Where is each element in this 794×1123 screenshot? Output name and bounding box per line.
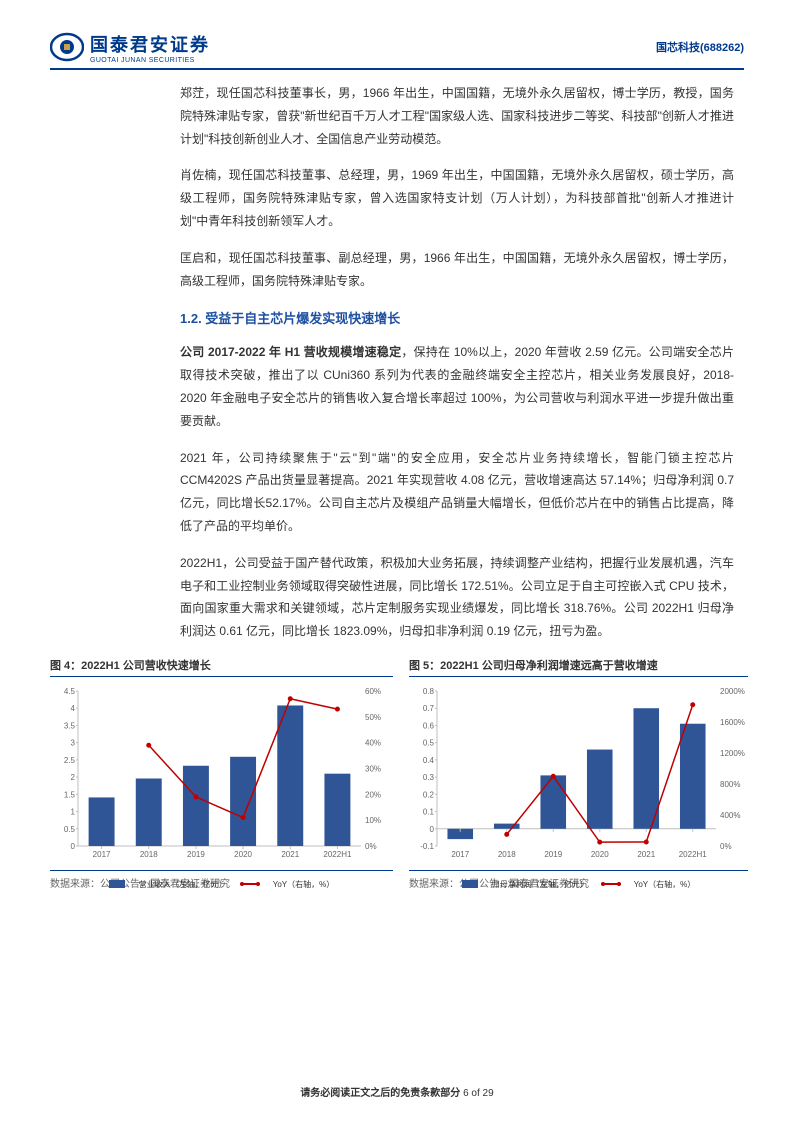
svg-text:2.5: 2.5 <box>64 756 76 765</box>
logo-text: 国泰君安证券 GUOTAI JUNAN SECURITIES <box>90 31 210 64</box>
svg-text:2019: 2019 <box>544 850 562 859</box>
logo-icon <box>50 30 84 64</box>
paragraph: 郑茳，现任国芯科技董事长，男，1966 年出生，中国国籍，无境外永久居留权，博士… <box>180 82 734 150</box>
svg-text:2018: 2018 <box>140 850 158 859</box>
svg-text:3: 3 <box>71 739 76 748</box>
page-footer: 请务必阅读正文之后的免责条款部分 6 of 29 <box>0 1084 794 1099</box>
svg-text:0.1: 0.1 <box>423 807 435 816</box>
svg-text:2020: 2020 <box>591 850 609 859</box>
svg-text:1: 1 <box>71 807 76 816</box>
paragraph: 2021 年，公司持续聚焦于"云"到"端"的安全应用，安全芯片业务持续增长，智能… <box>180 447 734 538</box>
svg-text:0.7: 0.7 <box>423 704 435 713</box>
svg-text:2021: 2021 <box>281 850 299 859</box>
charts-row: 图 4：2022H1 公司营收快速增长 0 0.5 1 1.5 2 2.5 3 3.5 4 4.5… <box>50 657 744 890</box>
section-title: 1.2. 受益于自主芯片爆发实现快速增长 <box>180 308 734 327</box>
svg-text:2019: 2019 <box>187 850 205 859</box>
chart-canvas-1: 0 0.5 1 1.5 2 2.5 3 3.5 4 4.5 0% 10% 20% 30% 40% 50% 60%… <box>50 681 393 871</box>
svg-text:0: 0 <box>430 825 435 834</box>
svg-text:0.5: 0.5 <box>64 825 76 834</box>
chart-title: 图 5：2022H1 公司归母净利润增速远高于营收增速 <box>409 657 748 677</box>
svg-text:400%: 400% <box>720 811 740 820</box>
stock-code: (688262) <box>700 42 744 54</box>
paragraph: 公司 2017-2022 年 H1 营收规模增速稳定，保持在 10%以上，202… <box>180 341 734 432</box>
svg-text:0.4: 0.4 <box>423 756 435 765</box>
logo-block: 国泰君安证券 GUOTAI JUNAN SECURITIES <box>50 30 210 64</box>
paragraph: 匡启和，现任国芯科技董事、副总经理，男，1966 年出生，中国国籍，无境外永久居… <box>180 247 734 293</box>
svg-text:0.3: 0.3 <box>423 773 435 782</box>
svg-text:2017: 2017 <box>451 850 469 859</box>
svg-text:800%: 800% <box>720 780 740 789</box>
svg-text:2000%: 2000% <box>720 687 745 696</box>
disclaimer-text: 请务必阅读正文之后的免责条款部分 <box>300 1088 460 1099</box>
chart-canvas-2: -0.1 0 0.1 0.2 0.3 0.4 0.5 0.6 0.7 0.8 0% 400% 800% 1… <box>409 681 748 871</box>
svg-text:2021: 2021 <box>637 850 655 859</box>
svg-text:0.5: 0.5 <box>423 739 435 748</box>
page-header: 国泰君安证券 GUOTAI JUNAN SECURITIES 国芯科技(6882… <box>50 30 744 70</box>
chart-block-1: 图 4：2022H1 公司营收快速增长 0 0.5 1 1.5 2 2.5 3 3.5 4 4.5… <box>50 657 393 890</box>
svg-text:0%: 0% <box>365 842 377 851</box>
svg-text:30%: 30% <box>365 764 381 773</box>
svg-text:0.6: 0.6 <box>423 721 435 730</box>
svg-text:4.5: 4.5 <box>64 687 76 696</box>
stock-name: 国芯科技 <box>656 42 700 54</box>
svg-text:2: 2 <box>71 773 76 782</box>
svg-text:-0.1: -0.1 <box>420 842 434 851</box>
svg-text:0: 0 <box>71 842 76 851</box>
svg-text:0.8: 0.8 <box>423 687 435 696</box>
svg-text:0%: 0% <box>720 842 732 851</box>
svg-text:60%: 60% <box>365 687 381 696</box>
bold-text: 公司 2017-2022 年 H1 营收规模增速稳定 <box>180 345 401 359</box>
svg-text:1.5: 1.5 <box>64 790 76 799</box>
svg-text:2022H1: 2022H1 <box>323 850 352 859</box>
svg-text:4: 4 <box>71 704 76 713</box>
svg-text:40%: 40% <box>365 739 381 748</box>
page-number: 6 of 29 <box>463 1088 494 1099</box>
svg-text:20%: 20% <box>365 790 381 799</box>
stock-info: 国芯科技(688262) <box>656 39 744 55</box>
company-name-cn: 国泰君安证券 <box>90 31 210 57</box>
svg-text:1200%: 1200% <box>720 749 745 758</box>
svg-text:1600%: 1600% <box>720 718 745 727</box>
svg-text:2022H1: 2022H1 <box>679 850 708 859</box>
chart-block-2: 图 5：2022H1 公司归母净利润增速远高于营收增速 -0.1 0 0.1 0.2 0… <box>409 657 748 890</box>
company-name-en: GUOTAI JUNAN SECURITIES <box>90 57 210 64</box>
paragraph: 肖佐楠，现任国芯科技董事、总经理，男，1969 年出生，中国国籍，无境外永久居留… <box>180 164 734 232</box>
svg-text:2020: 2020 <box>234 850 252 859</box>
svg-text:0.2: 0.2 <box>423 790 435 799</box>
paragraph: 2022H1，公司受益于国产替代政策，积极加大业务拓展，持续调整产业结构，把握行… <box>180 552 734 643</box>
svg-text:10%: 10% <box>365 816 381 825</box>
svg-text:2018: 2018 <box>498 850 516 859</box>
svg-text:3.5: 3.5 <box>64 721 76 730</box>
body-content: 郑茳，现任国芯科技董事长，男，1966 年出生，中国国籍，无境外永久居留权，博士… <box>180 82 734 643</box>
chart-title: 图 4：2022H1 公司营收快速增长 <box>50 657 393 677</box>
svg-text:50%: 50% <box>365 713 381 722</box>
svg-text:2017: 2017 <box>93 850 111 859</box>
